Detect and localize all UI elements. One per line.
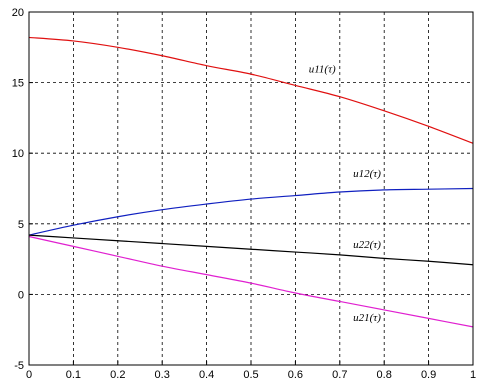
series-label-4: u21(τ) bbox=[353, 312, 381, 324]
series-line-4 bbox=[28, 235, 474, 328]
series-line-1 bbox=[28, 36, 474, 144]
x-tick-label: 0.2 bbox=[110, 369, 125, 381]
series-label-1: u11(τ) bbox=[309, 64, 336, 76]
axes-frame bbox=[28, 11, 474, 366]
series-label-2: u12(τ) bbox=[353, 168, 381, 180]
series-lines bbox=[28, 36, 474, 328]
series-labels: u11(τ) u12(τ) u22(τ) u21(τ) bbox=[309, 64, 382, 325]
series-line-2 bbox=[28, 187, 474, 236]
x-tick-label: 0.7 bbox=[332, 369, 347, 381]
series-label-3: u22(τ) bbox=[353, 239, 381, 251]
y-tick-label: 10 bbox=[12, 148, 24, 160]
x-tick-label: 0.1 bbox=[66, 369, 81, 381]
x-tick-label: 0.6 bbox=[288, 369, 303, 381]
x-tick-label: 0 bbox=[26, 369, 32, 381]
x-tick-label: 0.3 bbox=[155, 369, 170, 381]
series-line-3 bbox=[28, 234, 474, 266]
y-tick-label: 5 bbox=[18, 219, 24, 231]
y-tick-label: 0 bbox=[18, 289, 24, 301]
y-tick-label: 15 bbox=[12, 78, 24, 90]
x-tick-label: 0.5 bbox=[243, 369, 258, 381]
x-tick-label: 0.4 bbox=[199, 369, 214, 381]
grid-lines bbox=[29, 12, 473, 365]
x-tick-label: 0.9 bbox=[421, 369, 436, 381]
x-tick-label: 1 bbox=[470, 369, 476, 381]
y-tick-label: -5 bbox=[14, 360, 24, 372]
y-tick-label: 20 bbox=[12, 7, 24, 19]
x-tick-label: 0.8 bbox=[377, 369, 392, 381]
